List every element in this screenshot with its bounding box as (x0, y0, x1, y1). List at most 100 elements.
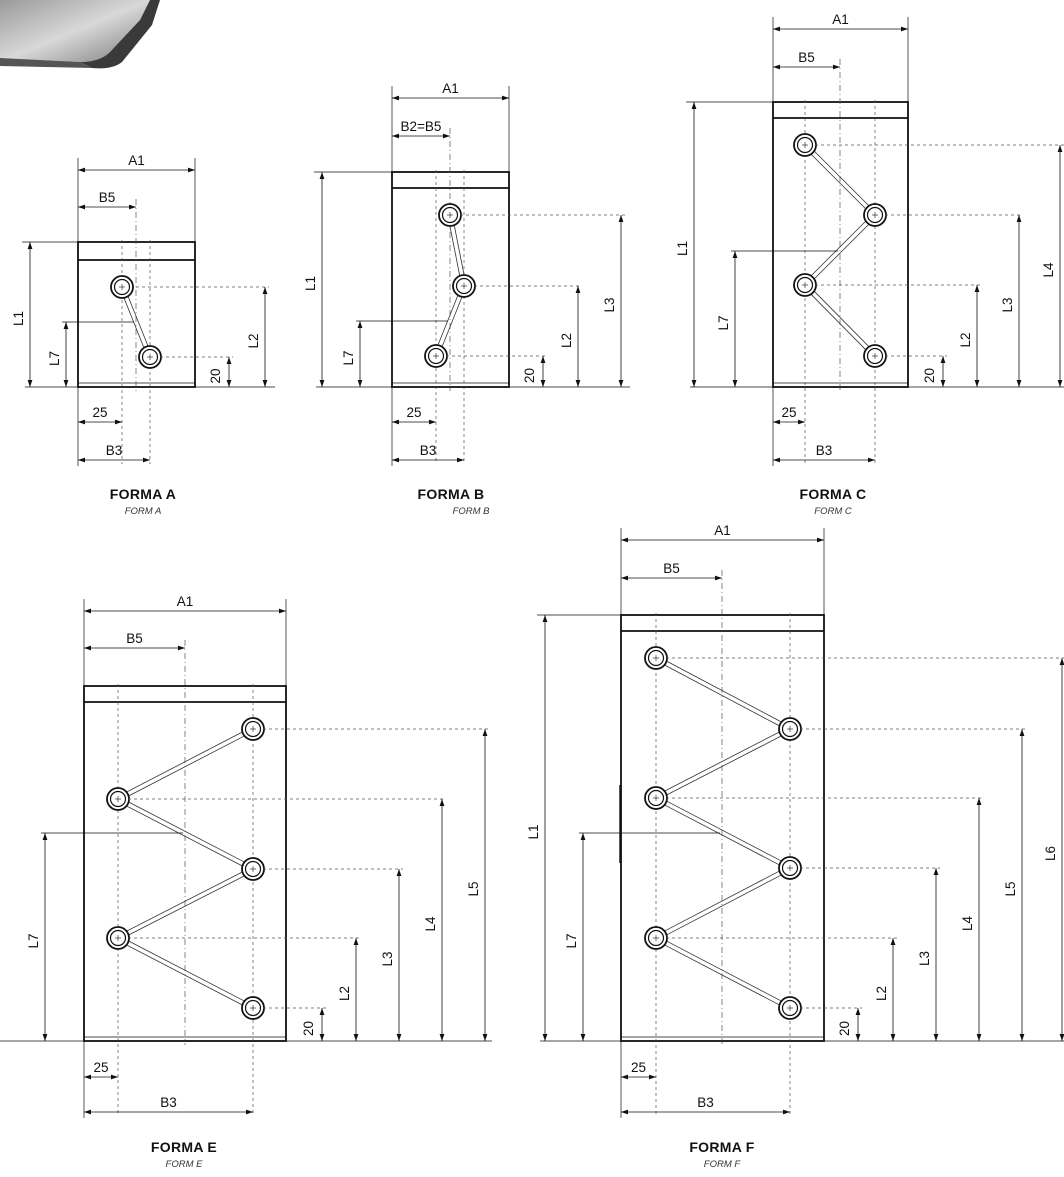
arrowhead (357, 321, 363, 328)
arrowhead (143, 457, 150, 463)
dim-l3-label: L3 (917, 951, 932, 966)
dim-b3-label: B3 (697, 1095, 714, 1110)
dim-25-label: 25 (781, 405, 796, 420)
port-inner-circle (141, 348, 159, 366)
arrowhead (439, 1034, 445, 1041)
arrowhead (649, 1074, 656, 1080)
arrowhead (178, 645, 185, 651)
dim-l1-label: L1 (526, 824, 541, 839)
port-inner-circle (647, 789, 665, 807)
dim-25-label: 25 (92, 405, 107, 420)
arrowhead (115, 419, 122, 425)
dim-l7-label: L7 (26, 933, 41, 948)
port-inner-circle (244, 720, 262, 738)
arrowhead (773, 419, 780, 425)
arrowhead (1016, 215, 1022, 222)
arrowhead (542, 615, 548, 622)
form-f-title: FORMA F (689, 1139, 755, 1155)
dim-b5-label: B5 (126, 631, 143, 646)
channel-edge (127, 735, 246, 797)
arrowhead (78, 419, 85, 425)
channel-edge (125, 805, 244, 867)
form-e-subtitle: FORM E (165, 1159, 203, 1170)
caption-form-f: FORMA F FORM F (612, 1139, 832, 1170)
form-b-subtitle: FORM B (452, 506, 490, 517)
arrowhead (783, 1109, 790, 1115)
arrowhead (78, 167, 85, 173)
arrowhead (1057, 380, 1063, 387)
dim-b5-label: B2=B5 (401, 119, 442, 134)
arrowhead (319, 1008, 325, 1015)
arrowhead (111, 1074, 118, 1080)
dim-l4-label: L4 (960, 916, 975, 932)
dim-l2-label: L2 (958, 332, 973, 347)
dim-b5-label: B5 (798, 50, 815, 65)
dim-l6-label: L6 (1043, 846, 1058, 861)
dim-b5-label: B5 (99, 190, 116, 205)
port-inner-circle (427, 347, 445, 365)
dim-l7-label: L7 (716, 315, 731, 330)
channel-edge (813, 290, 870, 348)
arrowhead (940, 356, 946, 363)
channel-edge (813, 223, 870, 280)
channel-edge (125, 731, 244, 793)
form-b-drawing: A1 B2=B5 B3 25 L1 L7 L3 L2 20 (303, 81, 630, 466)
arrowhead (319, 1034, 325, 1041)
arrowhead (78, 457, 85, 463)
port-inner-circle (781, 859, 799, 877)
channel-edge (127, 801, 246, 863)
channel-edge (813, 150, 870, 207)
channel-edge (665, 940, 783, 1002)
arrowhead (502, 95, 509, 101)
caption-form-a: FORMA A FORM A (33, 486, 253, 517)
port-inner-circle (244, 860, 262, 878)
arrowhead (890, 1034, 896, 1041)
arrowhead (933, 868, 939, 875)
dim-l2-label: L2 (246, 333, 261, 348)
dim-l5-label: L5 (1003, 881, 1018, 896)
dim-l4-label: L4 (423, 916, 438, 932)
channel-edge (449, 225, 461, 277)
dim-20-label: 20 (301, 1021, 316, 1036)
dim-a1-label: A1 (177, 594, 194, 609)
form-e-title: FORMA E (150, 1139, 218, 1155)
channel-edge (127, 295, 149, 348)
port-inner-circle (109, 929, 127, 947)
arrowhead (429, 419, 436, 425)
arrowhead (618, 215, 624, 222)
form-c-title: FORMA C (799, 486, 867, 502)
channel-edge (810, 153, 867, 210)
dim-20-label: 20 (837, 1021, 852, 1036)
dim-a1-label: A1 (442, 81, 459, 96)
dim-l3-label: L3 (602, 297, 617, 312)
dim-b5-label: B5 (663, 561, 680, 576)
arrowhead (63, 380, 69, 387)
dim-a1-label: A1 (714, 523, 731, 538)
dim-l1-label: L1 (11, 311, 26, 326)
form-e-drawing: A1 B5 B3 25 L7 L5 L4 L3 L2 20 (0, 594, 492, 1118)
arrowhead (855, 1008, 861, 1015)
channel-edge (663, 870, 781, 932)
port-inner-circle (244, 999, 262, 1017)
channel-edge (123, 296, 145, 349)
arrowhead (457, 457, 464, 463)
channel-edge (125, 944, 244, 1006)
arrowhead (392, 95, 399, 101)
arrowhead (226, 357, 232, 364)
form-b-title: FORMA B (417, 486, 485, 502)
channel-edge (663, 944, 781, 1006)
channel-edge (665, 735, 783, 796)
dim-l2-label: L2 (559, 333, 574, 348)
dim-l5-label: L5 (466, 881, 481, 896)
arrowhead (540, 380, 546, 387)
port-inner-circle (455, 277, 473, 295)
arrowhead (542, 1034, 548, 1041)
arrowhead (42, 833, 48, 840)
arrowhead (773, 26, 780, 32)
arrowhead (618, 380, 624, 387)
port-inner-circle (866, 347, 884, 365)
channel-edge (437, 294, 459, 347)
caption-form-c: FORMA C FORM C (723, 486, 943, 517)
arrowhead (580, 833, 586, 840)
